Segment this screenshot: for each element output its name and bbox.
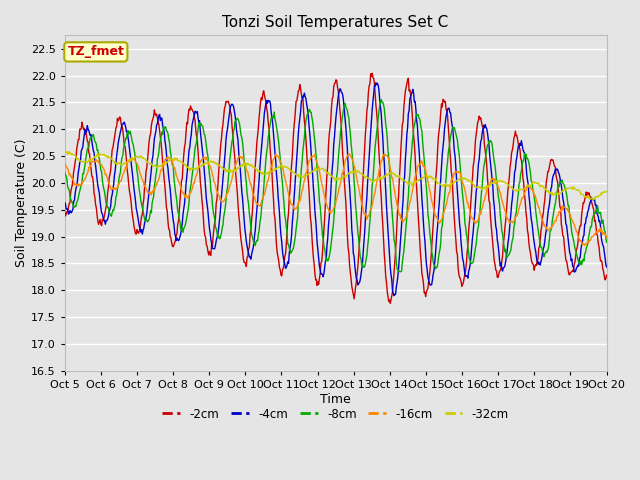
Text: TZ_fmet: TZ_fmet: [67, 46, 124, 59]
Legend: -2cm, -4cm, -8cm, -16cm, -32cm: -2cm, -4cm, -8cm, -16cm, -32cm: [157, 403, 513, 425]
Y-axis label: Soil Temperature (C): Soil Temperature (C): [15, 139, 28, 267]
Title: Tonzi Soil Temperatures Set C: Tonzi Soil Temperatures Set C: [223, 15, 449, 30]
X-axis label: Time: Time: [320, 393, 351, 406]
